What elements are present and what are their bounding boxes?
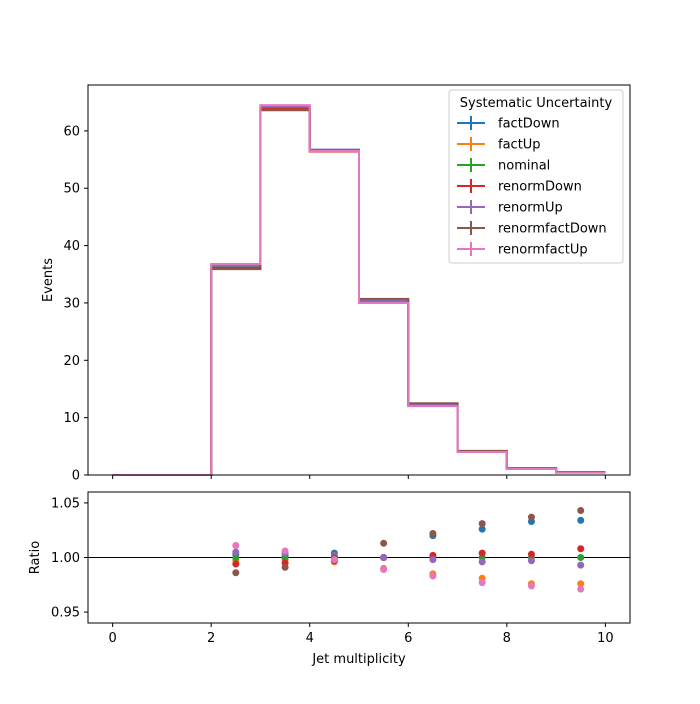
ratio-point-renormUp [429,556,437,564]
main-y-axis-label: Events [41,258,56,302]
legend: Systematic Uncertainty factDown factUp nom… [448,89,624,264]
main-y-ticks: 0 10 20 30 40 50 60 [63,124,88,484]
main-y-tick-label: 60 [63,124,80,139]
legend-entries: factDown factUp nominal renormDown renormUp r… [457,116,607,258]
ratio-point-renormfactUp [478,579,486,587]
main-y-tick-label: 50 [63,182,80,197]
ratio-point-renormfactUp [380,566,388,574]
main-y-tick-label: 30 [63,296,80,311]
ratio-point-renormDown [577,545,585,553]
ratio-point-renormfactDown [281,563,289,571]
main-panel: 0 10 20 30 40 50 60 Events Systematic Uncertai… [41,84,631,484]
x-tick-label: 2 [207,631,215,646]
ratio-point-factDown [577,516,585,524]
x-tick-label: 10 [597,631,614,646]
ratio-point-renormfactUp [429,572,437,580]
ratio-point-renormUp [478,558,486,566]
ratio-point-factDown [478,525,486,533]
ratio-point-renormUp [577,561,585,569]
main-y-tick-label: 40 [63,239,80,254]
ratio-panel: 0.95 1.00 1.05 0 2 4 6 8 10 Ratio Jet multiplic… [28,491,631,667]
x-axis-label: Jet multiplicity [311,652,406,667]
ratio-point-renormDown [232,560,240,568]
legend-entry-nominal: nominal [457,158,550,174]
legend-label: renormfactUp [498,243,588,258]
ratio-point-renormfactDown [478,520,486,528]
ratio-point-renormUp [527,557,535,565]
main-y-tick-label: 0 [72,469,80,484]
step-line-renormfactUp [112,104,606,476]
ratio-point-renormfactUp [330,556,338,564]
x-tick-label: 4 [306,631,314,646]
x-tick-label: 8 [503,631,511,646]
legend-entry-factUp: factUp [457,137,541,153]
ratio-point-renormfactDown [429,529,437,537]
ratio-point-nominal [577,554,585,561]
legend-label: renormDown [498,180,582,195]
legend-title: Systematic Uncertainty [460,96,613,111]
ratio-point-renormDown [478,549,486,557]
ratio-point-renormfactDown [380,539,388,547]
ratio-y-axis-label: Ratio [28,541,43,574]
ratio-y-ticks: 0.95 1.00 1.05 [51,496,88,621]
main-x-ticks [112,475,606,479]
main-y-tick-label: 20 [63,354,80,369]
legend-label: factDown [498,117,560,132]
ratio-point-renormfactUp [232,541,240,549]
ratio-point-factUp [577,580,585,588]
ratio-y-tick-label: 1.05 [51,496,80,511]
legend-box [448,89,624,264]
main-axes-frame [87,84,631,476]
ratio-point-renormfactDown [232,569,240,577]
x-tick-label: 0 [108,631,116,646]
legend-label: nominal [498,159,550,174]
main-y-tick-label: 10 [63,411,80,426]
ratio-point-renormUp [232,548,240,556]
ratio-point-renormfactUp [527,582,535,590]
legend-label: renormfactDown [498,222,607,237]
ratio-point-nominal [232,554,240,561]
ratio-y-tick-label: 0.95 [51,606,80,621]
ratio-y-tick-label: 1.00 [51,551,80,566]
main-step-histograms [112,104,606,476]
legend-label: factUp [498,138,541,153]
legend-entry-renormfactDown: renormfactDown [457,221,607,237]
ratio-points [232,507,585,593]
ratio-point-renormfactDown [577,507,585,515]
legend-entry-renormUp: renormUp [457,200,563,216]
legend-entry-factDown: factDown [457,116,560,132]
ratio-point-renormfactDown [527,513,535,521]
ratio-point-renormUp [380,554,388,561]
ratio-point-renormfactUp [577,585,585,593]
ratio-point-renormDown [527,550,535,558]
ratio-x-ticks: 0 2 4 6 8 10 [108,623,614,646]
legend-entry-renormDown: renormDown [457,179,582,195]
legend-label: renormUp [498,201,563,216]
legend-entry-renormfactUp: renormfactUp [457,242,588,258]
x-tick-label: 6 [404,631,412,646]
ratio-point-renormfactUp [281,547,289,555]
